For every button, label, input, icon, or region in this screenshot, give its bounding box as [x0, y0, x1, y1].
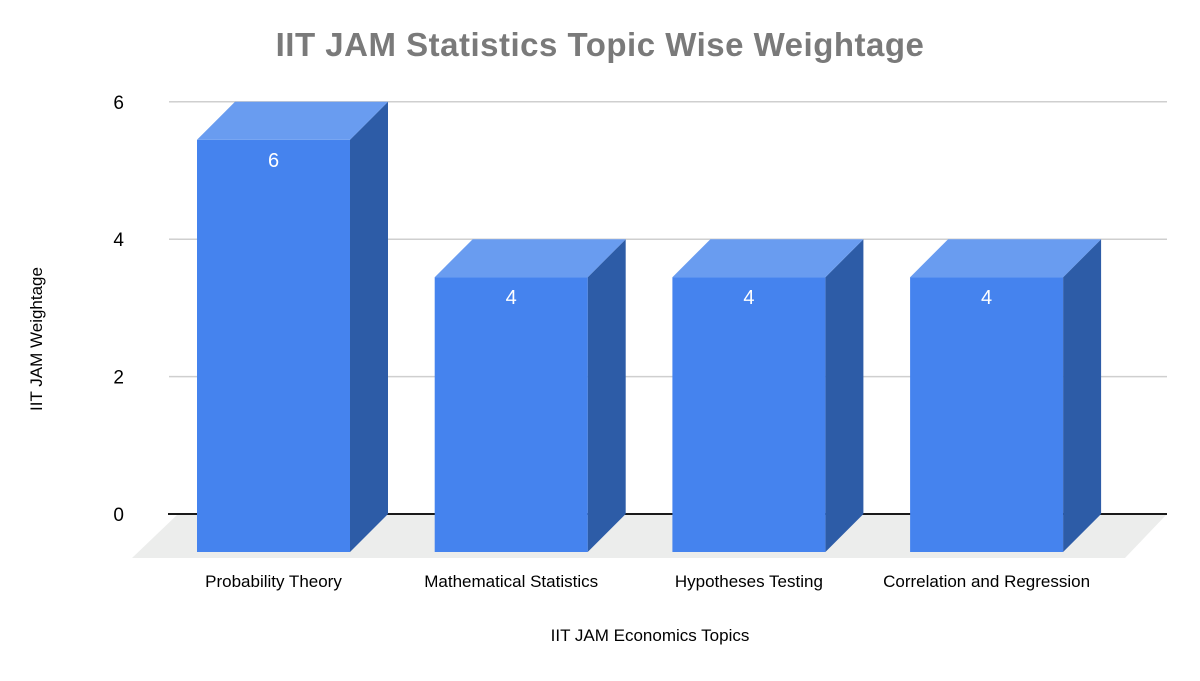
bar-side-probability-theory — [350, 101, 388, 553]
bar-value-label-correlation-and-regression: 4 — [981, 287, 992, 309]
chart-floor — [132, 514, 1167, 558]
category-label-hypotheses-testing: Hypotheses Testing — [675, 572, 823, 591]
bar-correlation-and-regression — [910, 277, 1064, 552]
bar-top-hypotheses-testing — [672, 239, 864, 278]
bar-mathematical-statistics — [434, 277, 588, 552]
y-tick-label-0: 0 — [113, 505, 124, 526]
y-tick-label-6: 6 — [113, 93, 124, 114]
bar-top-probability-theory — [197, 101, 388, 140]
bar-value-label-probability-theory: 6 — [268, 150, 279, 172]
chart-title: IIT JAM Statistics Topic Wise Weightage — [275, 26, 925, 63]
bar-side-correlation-and-regression — [1063, 239, 1102, 552]
bar-top-mathematical-statistics — [434, 239, 626, 278]
category-label-correlation-and-regression: Correlation and Regression — [883, 572, 1090, 591]
bar-value-label-mathematical-statistics: 4 — [506, 287, 517, 309]
y-tick-label-4: 4 — [113, 230, 124, 251]
bar-side-hypotheses-testing — [825, 239, 864, 552]
y-tick-label-2: 2 — [113, 368, 124, 389]
bar-side-mathematical-statistics — [587, 239, 626, 552]
x-axis-title: IIT JAM Economics Topics — [550, 626, 750, 645]
bar-value-label-hypotheses-testing: 4 — [743, 287, 754, 309]
bar-hypotheses-testing — [672, 277, 826, 552]
bar-top-correlation-and-regression — [910, 239, 1102, 278]
category-label-probability-theory: Probability Theory — [205, 572, 342, 591]
bar-probability-theory — [197, 139, 350, 553]
category-label-mathematical-statistics: Mathematical Statistics — [424, 572, 598, 591]
